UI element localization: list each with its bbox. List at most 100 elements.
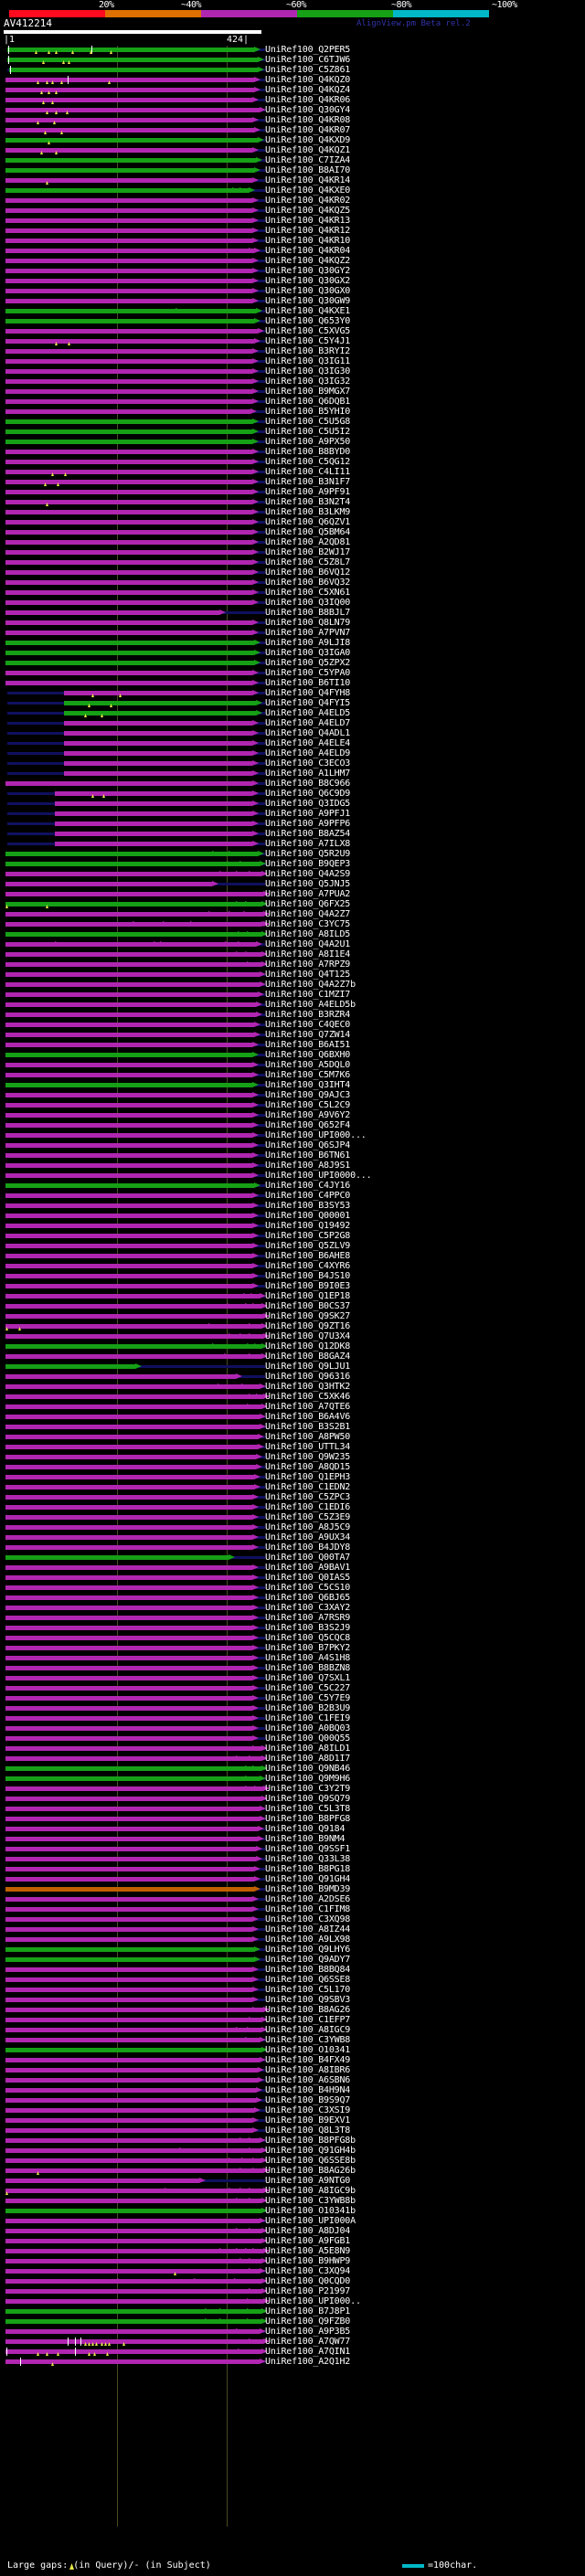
alignment-row[interactable]: UniRef100_Q9184 (0, 1824, 585, 1835)
hit-accession-label[interactable]: UniRef100_A8IGC9b (265, 2186, 356, 2196)
hit-accession-label[interactable]: UniRef100_Q652F4 (265, 1120, 351, 1130)
alignment-row[interactable]: UniRef100_A4ELD5 (0, 708, 585, 719)
hit-accession-label[interactable]: UniRef100_C5ZPC3 (265, 1492, 351, 1502)
hsp-bar[interactable] (5, 178, 252, 183)
hit-accession-label[interactable]: UniRef100_B8AI70 (265, 165, 351, 175)
hit-accession-label[interactable]: UniRef100_C5L170 (265, 1985, 351, 1995)
alignment-row[interactable]: UniRef100_Q6SSE8 (0, 1975, 585, 1986)
alignment-row[interactable]: UniRef100_A8DJ04 (0, 2226, 585, 2237)
hsp-bar[interactable] (55, 801, 252, 806)
hsp-bar[interactable] (5, 2359, 260, 2364)
hsp-bar[interactable] (5, 208, 252, 213)
hit-accession-label[interactable]: UniRef100_A9FGB1 (265, 2236, 351, 2246)
hit-accession-label[interactable]: UniRef100_Q4A2Z7b (265, 980, 356, 990)
hsp-bar[interactable] (5, 359, 252, 364)
hsp-bar[interactable] (7, 48, 254, 52)
hsp-bar[interactable] (5, 1535, 252, 1540)
hit-accession-label[interactable]: UniRef100_A4ELD5b (265, 1000, 356, 1010)
hit-accession-label[interactable]: UniRef100_A2QD81 (265, 537, 351, 547)
hsp-bar[interactable] (5, 1977, 252, 1982)
hsp-bar[interactable] (5, 1133, 252, 1138)
hit-accession-label[interactable]: UniRef100_Q30GY2 (265, 266, 351, 276)
alignment-row[interactable]: UniRef100_B8BZN8 (0, 1663, 585, 1674)
hsp-bar[interactable] (5, 1907, 252, 1912)
hit-accession-label[interactable]: UniRef100_B6VQ12 (265, 567, 351, 578)
alignment-row[interactable]: UniRef100_UPI000A (0, 2216, 585, 2227)
alignment-row[interactable]: UniRef100_Q33L38 (0, 1854, 585, 1865)
alignment-row[interactable]: UniRef100_Q4KQZ1 (0, 145, 585, 156)
hit-accession-label[interactable]: UniRef100_C3XQ94 (265, 2266, 351, 2276)
hit-accession-label[interactable]: UniRef100_C4PPC0 (265, 1191, 351, 1201)
hit-accession-label[interactable]: UniRef100_Q6FX25 (265, 899, 351, 909)
alignment-row[interactable]: UniRef100_B6A4V6 (0, 1412, 585, 1423)
hit-accession-label[interactable]: UniRef100_Q8LN79 (265, 618, 351, 628)
hsp-bar[interactable] (5, 520, 252, 525)
hit-accession-label[interactable]: UniRef100_C5M7K6 (265, 1070, 351, 1080)
hit-accession-label[interactable]: UniRef100_A7QIN1 (265, 2347, 351, 2357)
alignment-row[interactable]: UniRef100_A9PFJ1 (0, 809, 585, 820)
hsp-bar[interactable] (5, 1203, 252, 1208)
alignment-row[interactable]: UniRef100_Q4KXD9 (0, 135, 585, 146)
alignment-row[interactable]: UniRef100_C5ZPC3 (0, 1492, 585, 1503)
alignment-row[interactable]: UniRef100_Q9FZB0 (0, 2316, 585, 2327)
hit-accession-label[interactable]: UniRef100_B9EXV1 (265, 2115, 351, 2125)
alignment-row[interactable]: UniRef100_C5U5I2 (0, 427, 585, 438)
hit-accession-label[interactable]: UniRef100_Q30GX0 (265, 286, 351, 296)
hit-accession-label[interactable]: UniRef100_C3YWB8 (265, 2035, 351, 2045)
alignment-row[interactable]: UniRef100_O10341 (0, 2045, 585, 2056)
hsp-bar[interactable] (5, 570, 252, 575)
alignment-row[interactable]: UniRef100_A8QD15 (0, 1462, 585, 1473)
hsp-bar[interactable] (5, 158, 256, 163)
alignment-row[interactable]: UniRef100_Q9LJU1 (0, 1362, 585, 1373)
hsp-bar[interactable] (55, 811, 252, 816)
hit-accession-label[interactable]: UniRef100_B8GAZ4 (265, 1352, 351, 1362)
hit-accession-label[interactable]: UniRef100_B8BQ84 (265, 1965, 351, 1975)
alignment-row[interactable]: UniRef100_C3XSI9 (0, 2105, 585, 2116)
hsp-bar[interactable] (64, 771, 252, 776)
hsp-bar[interactable] (5, 671, 252, 675)
alignment-row[interactable]: UniRef100_Q0IAS5 (0, 1573, 585, 1584)
hit-accession-label[interactable]: UniRef100_P21997 (265, 2286, 351, 2296)
alignment-row[interactable]: UniRef100_Q9NB46 (0, 1764, 585, 1775)
hsp-bar[interactable] (5, 580, 252, 585)
hit-accession-label[interactable]: UniRef100_Q4KQZ2 (265, 256, 351, 266)
hit-accession-label[interactable]: UniRef100_C5U5I2 (265, 427, 351, 437)
alignment-row[interactable]: UniRef100_Q7ZW14 (0, 1030, 585, 1041)
alignment-row[interactable]: UniRef100_UPI000... (0, 1130, 585, 1141)
hsp-bar[interactable] (5, 610, 219, 615)
alignment-row[interactable]: UniRef100_Q653Y0 (0, 316, 585, 327)
hit-accession-label[interactable]: UniRef100_B2WJ17 (265, 547, 351, 557)
hsp-bar[interactable] (5, 1897, 252, 1902)
hsp-bar[interactable] (5, 2048, 261, 2052)
hit-accession-label[interactable]: UniRef100_Q4KR14 (265, 175, 351, 186)
hsp-bar[interactable] (5, 1998, 252, 2002)
hit-accession-label[interactable]: UniRef100_B4JDY8 (265, 1542, 351, 1553)
alignment-row[interactable]: UniRef100_C5P2G8 (0, 1231, 585, 1242)
hsp-bar[interactable] (5, 1354, 261, 1359)
hsp-bar[interactable] (5, 932, 261, 937)
hsp-bar[interactable] (64, 721, 252, 726)
hit-accession-label[interactable]: UniRef100_Q7SXL1 (265, 1673, 351, 1683)
hit-accession-label[interactable]: UniRef100_B8C966 (265, 779, 351, 789)
alignment-row[interactable]: UniRef100_Q6QZV1 (0, 517, 585, 528)
hit-accession-label[interactable]: UniRef100_Q5ZLV9 (265, 1241, 351, 1251)
hit-accession-label[interactable]: UniRef100_A8J9S1 (265, 1161, 351, 1171)
hit-accession-label[interactable]: UniRef100_A8I1E4 (265, 949, 351, 959)
hit-accession-label[interactable]: UniRef100_Q30GX2 (265, 276, 351, 286)
hsp-bar[interactable] (5, 1746, 261, 1751)
hsp-bar[interactable] (5, 108, 260, 112)
alignment-row[interactable]: UniRef100_B7J8P1 (0, 2306, 585, 2317)
hsp-bar[interactable] (5, 1726, 252, 1731)
hsp-bar[interactable] (5, 1656, 252, 1660)
hsp-bar[interactable] (5, 118, 252, 122)
hsp-bar[interactable] (5, 1917, 252, 1922)
alignment-row[interactable]: UniRef100_Q4KXE1 (0, 306, 585, 317)
hsp-bar[interactable] (5, 781, 252, 786)
hsp-bar[interactable] (5, 1455, 256, 1459)
hsp-bar[interactable] (5, 128, 254, 133)
hsp-bar[interactable] (5, 902, 261, 906)
alignment-row[interactable]: UniRef100_Q4A2U1 (0, 939, 585, 950)
hsp-bar[interactable] (5, 2289, 261, 2294)
hit-accession-label[interactable]: UniRef100_A9PFP6 (265, 819, 351, 829)
alignment-row[interactable]: UniRef100_Q6SJP4 (0, 1140, 585, 1151)
